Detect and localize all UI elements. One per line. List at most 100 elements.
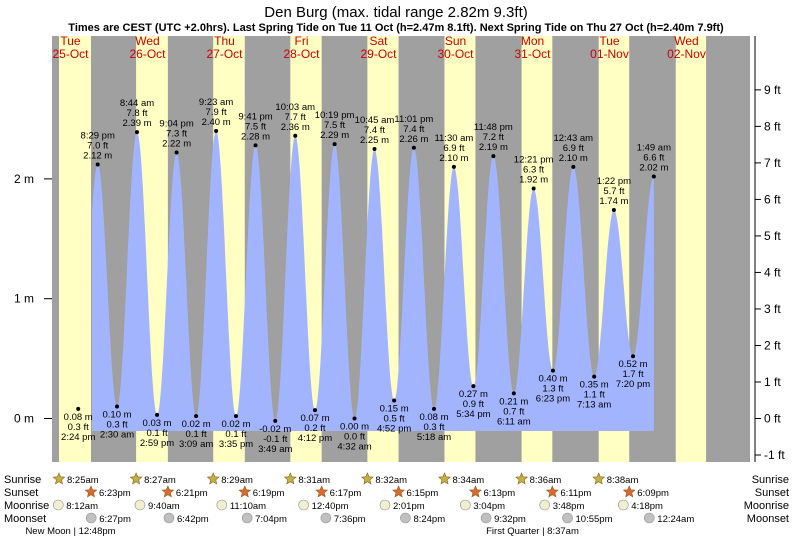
- moonrise-row-label-left: Moonrise: [4, 500, 49, 512]
- high-tide-label: 9:23 am: [199, 97, 233, 108]
- day-date-3: 28-Oct: [283, 47, 320, 61]
- moonrise-time: 9:40am: [148, 501, 180, 512]
- moonset-time: 8:24pm: [413, 514, 445, 525]
- moonset-time: 7:04pm: [255, 514, 287, 525]
- day-date-1: 26-Oct: [129, 47, 166, 61]
- sunrise-time: 8:25am: [67, 475, 99, 486]
- daylight-band: [59, 36, 91, 462]
- day-date-6: 31-Oct: [514, 47, 551, 61]
- day-date-8: 02-Nov: [667, 47, 706, 61]
- low-tide-label: 0.08 m: [419, 412, 448, 423]
- high-tide-label: 7.7 ft: [285, 112, 306, 123]
- sunrise-time: 8:29am: [221, 475, 253, 486]
- day-name-7: Tue: [599, 34, 620, 48]
- moonrise-moon-icon: [617, 499, 629, 511]
- right-tick-label: 6 ft: [764, 192, 781, 206]
- sunset-star-icon: [468, 485, 482, 498]
- right-tick-label: 4 ft: [764, 265, 781, 279]
- sunrise-time: 8:34am: [452, 475, 484, 486]
- day-name-1: Wed: [135, 34, 159, 48]
- water-area: [92, 131, 654, 431]
- low-tide-label: 0.21 m: [499, 396, 528, 407]
- high-tide-label: 11:30 am: [434, 133, 473, 144]
- high-tide-point: [332, 142, 337, 147]
- low-tide-label: 4:52 pm: [377, 424, 411, 435]
- sunset-time: 6:15pm: [407, 488, 439, 499]
- low-tide-label: 0.2 ft: [304, 423, 325, 434]
- low-tide-label: -0.02 m: [259, 424, 291, 435]
- sunrise-star-icon: [515, 472, 529, 485]
- low-tide-label: 0.15 m: [380, 404, 409, 415]
- high-tide-label: 2.40 m: [202, 117, 231, 128]
- high-tide-label: 2.29 m: [320, 130, 349, 141]
- right-tick-label: 0 ft: [764, 412, 781, 426]
- low-tide-label: 0.00 m: [340, 422, 369, 433]
- low-tide-label: 4:32 am: [337, 442, 371, 453]
- low-tide-point: [631, 354, 636, 359]
- low-tide-label: 1.3 ft: [542, 384, 563, 395]
- high-tide-label: 7.9 ft: [206, 107, 227, 118]
- day-name-8: Wed: [674, 34, 698, 48]
- right-tick-label: 9 ft: [764, 83, 781, 97]
- high-tide-label: 1.74 m: [599, 196, 628, 207]
- high-tide-label: 1:22 pm: [597, 176, 631, 187]
- moon-phase-label: New Moon | 12:48pm: [25, 526, 115, 537]
- day-labels: Tue25-OctWed26-OctThu27-OctFri28-OctSat2…: [52, 34, 705, 61]
- right-tick-label: 1 ft: [764, 375, 781, 389]
- left-tick-label: 2 m: [14, 172, 34, 186]
- moonset-moon-icon: [320, 512, 332, 524]
- chart-subtitle: Times are CEST (UTC +2.0hrs). Last Sprin…: [68, 22, 724, 34]
- high-tide-point: [135, 130, 140, 135]
- high-tide-label: 2.10 m: [559, 153, 588, 164]
- day-date-5: 30-Oct: [437, 47, 474, 61]
- sunset-star-icon: [392, 485, 406, 498]
- day-date-2: 27-Oct: [206, 47, 243, 61]
- sunrise-time: 8:38am: [607, 475, 639, 486]
- moonset-time: 12:24am: [657, 514, 694, 525]
- low-tide-label: 2:24 pm: [61, 432, 95, 443]
- right-tick-label: 5 ft: [764, 229, 781, 243]
- moonset-row-label-left: Moonset: [4, 513, 46, 525]
- low-tide-point: [392, 398, 397, 403]
- moonrise-moon-icon: [53, 499, 64, 511]
- sunrise-star-icon: [206, 472, 220, 485]
- moonset-time: 7:36pm: [334, 514, 366, 525]
- moonset-moon-icon: [562, 512, 573, 524]
- moonset-moon-icon: [241, 512, 253, 524]
- low-tide-label: 5:34 pm: [456, 409, 490, 420]
- low-tide-point: [550, 368, 555, 373]
- low-tide-point: [352, 416, 357, 421]
- high-tide-label: 7.3 ft: [166, 129, 187, 140]
- chart-title: Den Burg (max. tidal range 2.82m 9.3ft): [264, 4, 527, 21]
- high-tide-label: 11:48 pm: [474, 122, 513, 133]
- moonrise-time: 12:40pm: [312, 501, 349, 512]
- high-tide-label: 7.2 ft: [483, 132, 504, 143]
- day-name-5: Sun: [445, 34, 466, 48]
- high-tide-label: 8:29 pm: [81, 131, 115, 142]
- moonset-moon-icon: [480, 512, 492, 524]
- high-tide-label: 2.26 m: [399, 134, 428, 145]
- high-tide-label: 1.92 m: [519, 174, 548, 185]
- day-name-3: Fri: [295, 34, 309, 48]
- day-name-2: Thu: [214, 34, 235, 48]
- low-tide-label: -0.1 ft: [263, 434, 288, 445]
- low-tide-label: 7:20 pm: [616, 379, 650, 390]
- low-tide-label: 3:09 am: [179, 439, 213, 450]
- day-name-6: Mon: [521, 34, 544, 48]
- low-tide-point: [273, 418, 278, 423]
- high-tide-label: 12:43 am: [553, 133, 593, 144]
- sunset-time: 6:13pm: [483, 488, 515, 499]
- high-tide-point: [293, 133, 298, 138]
- sunset-star-icon: [84, 485, 98, 498]
- high-tide-label: 6.9 ft: [443, 143, 464, 154]
- sunrise-star-icon: [592, 472, 606, 485]
- right-tick-label: 2 ft: [764, 338, 781, 352]
- moonrise-moon-icon: [460, 499, 471, 511]
- low-tide-point: [432, 406, 437, 411]
- sunrise-row-label-right: Sunrise: [752, 474, 789, 486]
- low-tide-label: 0.02 m: [182, 419, 211, 430]
- sunset-time: 6:17pm: [330, 488, 362, 499]
- low-tide-label: 0.7 ft: [503, 406, 524, 417]
- moon-phase-label: First Quarter | 8:37am: [486, 526, 579, 537]
- moonset-time: 6:27pm: [99, 514, 131, 525]
